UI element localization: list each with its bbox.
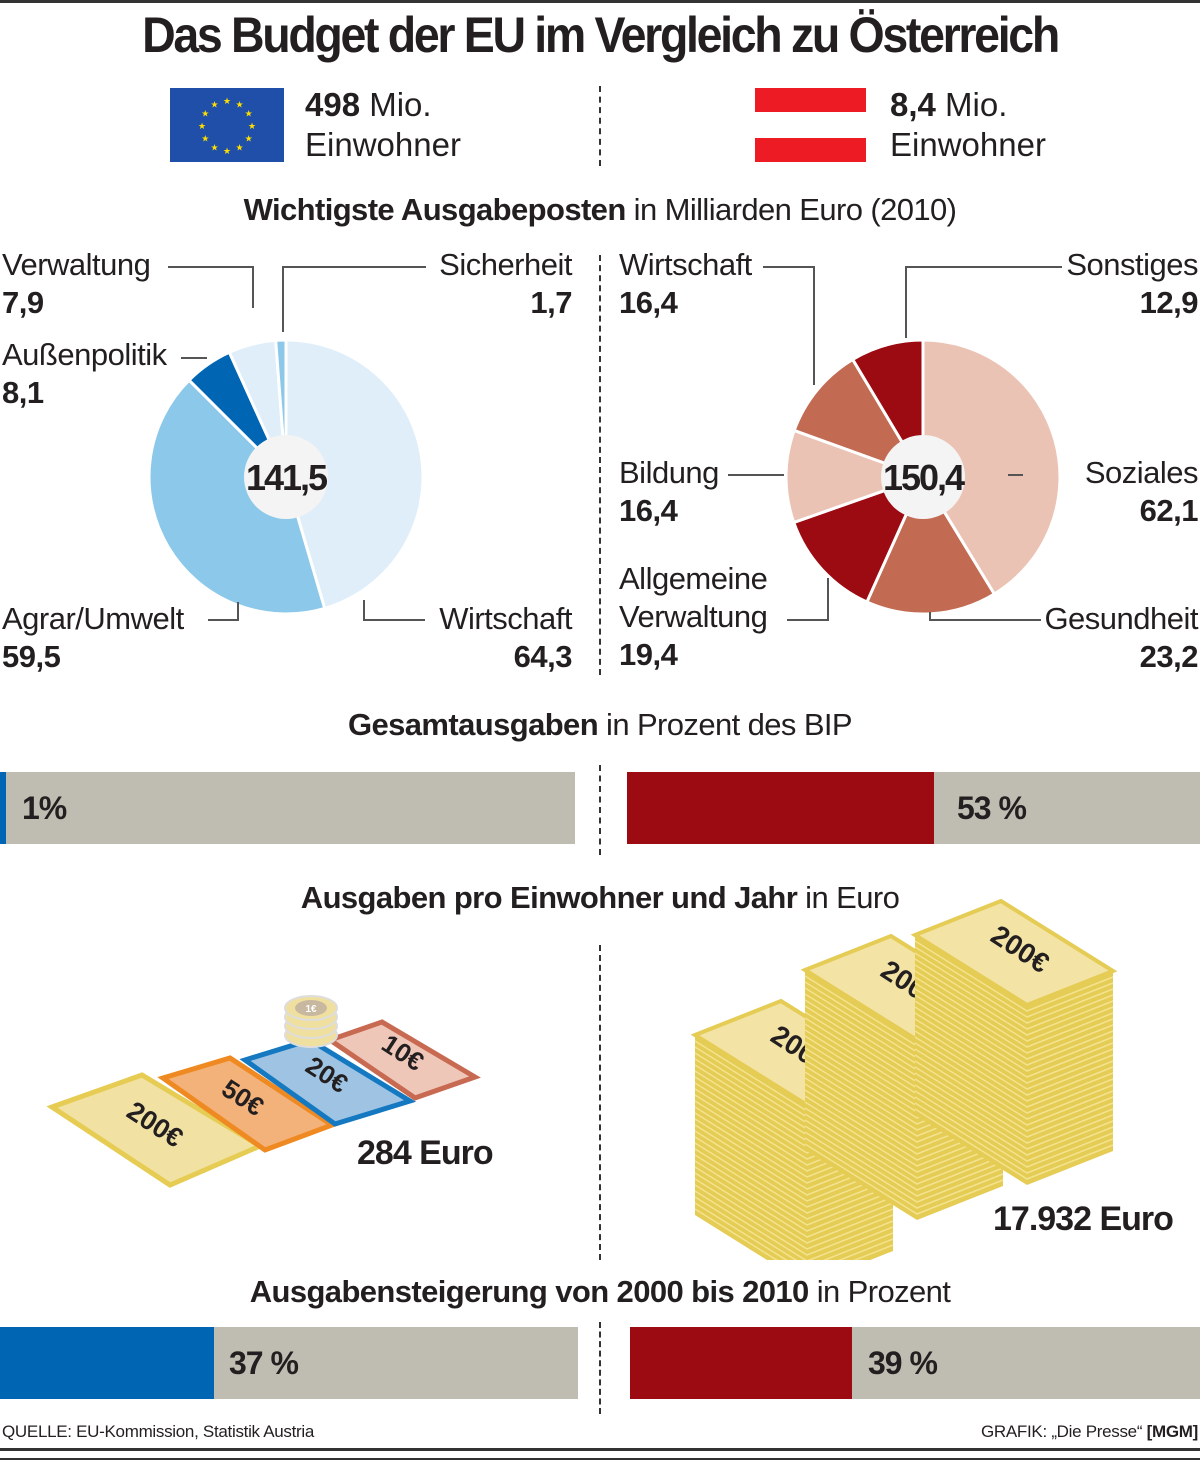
section-title-bold: Ausgabensteigerung von 2000 bis 2010 [249, 1274, 810, 1309]
pie-slice-gesundheit [864, 473, 997, 616]
pie-slice-bildung [784, 428, 928, 525]
eu-leader-lines [168, 266, 426, 621]
eu-gdp-bar-fill [0, 772, 6, 844]
eu-gdp-label: 1% [22, 790, 67, 826]
eu-population-value: 498 [305, 86, 361, 123]
eu-gdp-bar-track [0, 772, 575, 844]
section-title-rest: in Euro [797, 880, 900, 915]
at-population-label: Einwohner [890, 126, 1046, 163]
coin-stack-icon: 1€ [284, 995, 338, 1048]
leader-line-verwaltung [168, 266, 254, 308]
source-note: QUELLE: EU-Kommission, Statistik Austria [2, 1422, 315, 1441]
section-title-rest: in Prozent [808, 1274, 951, 1309]
eu-growth-bar-fill [0, 1327, 214, 1399]
eu-slice-label-sicherheit: Sicherheit 1,7 [439, 247, 572, 320]
at-pie-center [881, 435, 965, 519]
star-icon: ★ [223, 146, 231, 156]
at-pie-total: 150,4 [883, 457, 965, 498]
section-title-gdp: Gesamtausgaben in Prozent des BIP [0, 707, 1200, 743]
at-population: 8,4 Mio. Einwohner [890, 85, 1046, 165]
pie-slice-agrar-umwelt [147, 378, 327, 616]
leader-line-wirtschaft [363, 600, 425, 621]
at-gdp-label: 53 % [957, 790, 1027, 826]
section-title-rest: in Prozent des BIP [598, 707, 853, 742]
star-icon: ★ [198, 121, 206, 131]
eu-population-unit: Mio. [369, 86, 432, 123]
money-stack: 200€ [910, 898, 1118, 1185]
leader-line-sonstiges [905, 266, 1062, 338]
eu-banknotes-illustration: 200€ 50€ 20€ 10€ 1€ [46, 995, 481, 1188]
at-population-value: 8,4 [890, 86, 936, 123]
eu-slice-label-agrar: Agrar/Umwelt 59,5 [2, 601, 184, 674]
austria-flag-icon [755, 88, 866, 162]
pie-slice-allgemeine-verwaltung [791, 474, 926, 604]
section-title-spending: Wichtigste Ausgabeposten in Milliarden E… [0, 192, 1200, 228]
divider [599, 945, 601, 1260]
eu-slice-label-wirtschaft: Wirtschaft 64,3 [439, 601, 572, 674]
pie-slice-wirtschaft [284, 338, 425, 611]
at-slice-label-wirtschaft: Wirtschaft 16,4 [619, 247, 752, 320]
section-title-rest: in Milliarden Euro (2010) [625, 192, 957, 227]
star-icon: ★ [235, 99, 243, 109]
eu-flag-icon: ★ ★★★★★★★★★★★ [170, 88, 284, 162]
section-title-bold: Ausgaben pro Einwohner und Jahr [300, 880, 798, 915]
leader-line-gesundheit [929, 612, 1041, 621]
at-pie-chart: 150,4 [728, 266, 1062, 621]
eu-slice-label-aussenpolitik: Außenpolitik 8,1 [2, 337, 167, 410]
divider [599, 1322, 601, 1414]
banknote-20: 20€ [239, 1037, 417, 1127]
eu-population: 498 Mio. Einwohner [305, 85, 461, 165]
star-icon: ★ [245, 109, 253, 119]
divider [599, 765, 601, 855]
star-icon: ★ [210, 99, 218, 109]
divider [599, 86, 601, 166]
eu-slice-label-verwaltung: Verwaltung 7,9 [2, 247, 151, 320]
at-growth-label: 39 % [868, 1345, 938, 1381]
star-icon: ★ [210, 143, 218, 153]
divider [599, 255, 601, 675]
eu-pie-chart: 141,5 [147, 266, 426, 621]
at-leader-lines [728, 266, 1062, 621]
eu-population-label: Einwohner [305, 126, 461, 163]
section-title-bold: Wichtigste Ausgabeposten [243, 192, 627, 227]
at-slice-label-soziales: Soziales 62,1 [1084, 455, 1199, 528]
section-title-bold: Gesamtausgaben [348, 707, 599, 742]
section-title-growth: Ausgabensteigerung von 2000 bis 2010 in … [0, 1274, 1200, 1310]
at-slice-label-gesundheit: Gesundheit 23,2 [1044, 601, 1198, 674]
eu-pie-total: 141,5 [246, 457, 328, 498]
at-population-unit: Mio. [945, 86, 1008, 123]
leader-line-agrar [208, 602, 239, 621]
star-icon: ★ [201, 109, 209, 119]
credit-note: GRAFIK: „Die Presse“ [MGM] [980, 1422, 1198, 1441]
page-title: Das Budget der EU im Vergleich zu Österr… [142, 7, 1060, 63]
at-growth-bar-fill [630, 1327, 853, 1399]
eu-per-capita-value: 284 Euro [357, 1134, 494, 1172]
svg-text:1€: 1€ [305, 1004, 317, 1015]
pie-slice-wirtschaft [792, 357, 927, 480]
at-slice-label-bildung: Bildung 16,4 [619, 455, 719, 528]
bottom-rule [0, 1458, 1200, 1460]
at-money-stacks-illustration: 200€200€200€ [690, 898, 1118, 1260]
bottom-rule [0, 1448, 1200, 1451]
star-icon: ★ [248, 121, 256, 131]
at-slice-label-sonstiges: Sonstiges 12,9 [1066, 247, 1198, 320]
leader-line-verwaltung-at [787, 578, 829, 621]
top-rule [0, 0, 1200, 3]
star-icon: ★ [245, 134, 253, 144]
star-icon: ★ [235, 143, 243, 153]
at-gdp-bar-fill [627, 772, 935, 844]
banknote-50: 50€ [157, 1055, 338, 1153]
eu-pie-center [244, 435, 328, 519]
star-icon: ★ [223, 96, 231, 106]
at-slice-label-verwaltung: Allgemeine Verwaltung 19,4 [619, 561, 768, 672]
section-title-per-capita: Ausgaben pro Einwohner und Jahr in Euro [0, 880, 1200, 916]
leader-line-sicherheit [282, 266, 426, 332]
star-icon: ★ [201, 134, 209, 144]
leader-line-wirtschaft-at [763, 266, 815, 385]
at-per-capita-value: 17.932 Euro [993, 1200, 1174, 1238]
eu-growth-label: 37 % [229, 1345, 299, 1381]
